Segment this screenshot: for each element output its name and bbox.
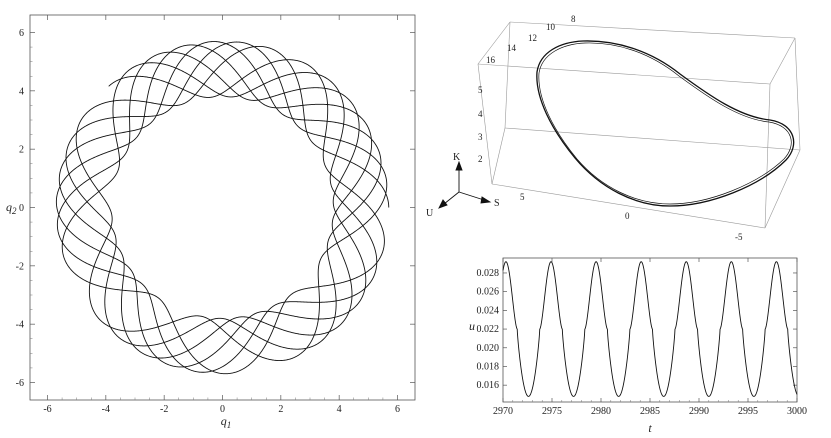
t-tick-label: 3000	[787, 406, 807, 417]
u-tick-label: 10	[546, 22, 556, 32]
phase-plot-q1-q2: -6 -4 -2 0 2 4 6 -6 -4 -2 0 2 4 6 q1 q2	[6, 14, 416, 430]
t-tick-label: 2975	[542, 406, 562, 417]
u-tick-label: 0.026	[477, 287, 500, 298]
q2-axis-label: q2	[6, 200, 17, 216]
u-tick-label: 0.018	[477, 361, 500, 372]
phase-plot-3d: 8 10 12 14 16 2 3 4 5 5 0 -5	[426, 14, 801, 242]
3d-orbit-curve-shadow	[538, 42, 792, 205]
k-tick-label: 2	[478, 154, 483, 164]
k-tick-label: 4	[478, 109, 483, 119]
s-tick-label: 5	[520, 192, 525, 202]
x-tick-label: 0	[220, 404, 225, 415]
u-tick-label: 16	[486, 55, 496, 65]
k-axis-label: K	[453, 152, 461, 163]
t-tick-label: 2980	[591, 406, 611, 417]
u-tick-label: 0.022	[477, 324, 500, 335]
phase-plot-curve	[55, 41, 390, 375]
u-axis-label-ts: u	[469, 319, 475, 333]
t-axis-label: t	[648, 421, 652, 435]
x-tick-label: -2	[160, 404, 168, 415]
k-tick-label: 3	[478, 132, 483, 142]
time-series-plot: 2970 2975 2980 2985 2990 2995 3000 0.016 0.018 0.…	[469, 257, 807, 435]
k-axis-ticks: 2 3 4 5	[478, 85, 483, 164]
k-tick-label: 5	[478, 85, 483, 95]
u-axis-ticks: 8 10 12 14 16	[486, 14, 576, 65]
t-tick-label: 2985	[640, 406, 660, 417]
u-axis-label: U	[426, 208, 434, 219]
y-tick-label: -4	[16, 320, 24, 331]
axis-triad	[438, 160, 492, 209]
phase-plot-ticks: -6 -4 -2 0 2 4 6 -6 -4 -2 0 2 4 6	[16, 15, 415, 415]
y-tick-label: 6	[19, 28, 24, 39]
s-tick-label: 0	[625, 211, 630, 221]
u-tick-label: 8	[571, 14, 576, 24]
t-tick-label: 2990	[689, 406, 709, 417]
time-series-curve	[502, 261, 798, 397]
y-tick-label: 4	[19, 86, 24, 97]
s-tick-label: -5	[735, 232, 743, 242]
t-tick-label: 2970	[493, 406, 513, 417]
x-tick-label: -4	[102, 404, 110, 415]
u-tick-label: 0.028	[477, 268, 500, 279]
x-tick-label: 4	[337, 404, 342, 415]
time-series-ticks: 2970 2975 2980 2985 2990 2995 3000 0.016 0.018 0.…	[477, 258, 807, 417]
phase-plot-frame	[29, 14, 416, 401]
q1-axis-label: q1	[221, 414, 232, 430]
3d-orbit-curve	[536, 40, 795, 207]
y-tick-label: -2	[16, 261, 24, 272]
x-tick-label: 6	[395, 404, 400, 415]
x-tick-label: 2	[278, 404, 283, 415]
y-tick-label: 2	[19, 145, 24, 156]
s-axis-ticks: 5 0 -5	[520, 192, 743, 242]
x-tick-label: -6	[43, 404, 51, 415]
y-tick-label: 0	[19, 203, 24, 214]
u-tick-label: 0.016	[477, 380, 500, 391]
y-tick-label: -6	[16, 378, 24, 389]
u-tick-label: 0.020	[477, 343, 500, 354]
u-tick-label: 14	[507, 43, 517, 53]
u-tick-label: 12	[528, 33, 537, 43]
s-axis-label: S	[494, 198, 500, 209]
t-tick-label: 2995	[738, 406, 758, 417]
u-tick-label: 0.024	[477, 305, 500, 316]
3d-box	[477, 21, 801, 229]
